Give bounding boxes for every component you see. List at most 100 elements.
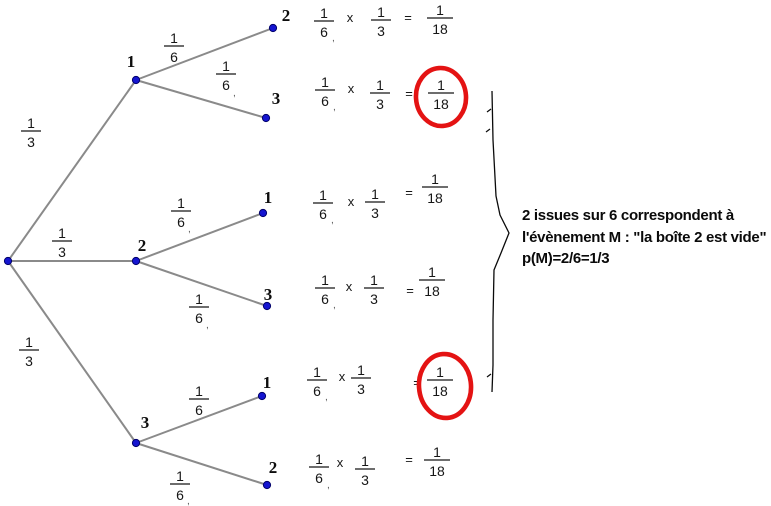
leaf-label: 1 bbox=[263, 373, 272, 392]
highlight-circle bbox=[413, 65, 469, 129]
fraction-denominator: 3 bbox=[376, 96, 384, 112]
branch-3-to-2 bbox=[135, 442, 268, 486]
stray-mark: , bbox=[333, 102, 336, 113]
result-numerator: 1 bbox=[436, 2, 444, 18]
leaf-label: 1 bbox=[264, 188, 273, 207]
fraction-denominator: 6 bbox=[170, 49, 178, 65]
result-denominator: 18 bbox=[432, 383, 448, 399]
annotation-line-2: l'évènement M : "la boîte 2 est vide" bbox=[522, 229, 766, 246]
result-numerator: 1 bbox=[436, 364, 444, 380]
brace-tick-mark bbox=[486, 373, 492, 378]
probability-fraction: 1 6 , bbox=[216, 58, 236, 99]
multiply-sign: x bbox=[348, 194, 355, 209]
fraction-numerator: 1 bbox=[27, 115, 35, 131]
node-3-dot bbox=[131, 438, 141, 448]
fraction-denominator: 6 bbox=[313, 383, 321, 399]
fraction-denominator: 3 bbox=[370, 291, 378, 307]
leaf-dot bbox=[262, 301, 272, 311]
leaf-dot bbox=[268, 23, 278, 33]
fraction-denominator: 6 bbox=[222, 77, 230, 93]
fraction-numerator: 1 bbox=[370, 272, 378, 288]
fraction-numerator: 1 bbox=[377, 4, 385, 20]
stray-mark: , bbox=[233, 88, 236, 99]
stray-mark: , bbox=[206, 320, 209, 331]
tree-branch-probabilities: 1 3 1 3 1 3 1 6 1 6 , 1 bbox=[19, 30, 236, 506]
equals-sign: = bbox=[406, 283, 414, 298]
fraction-numerator: 1 bbox=[357, 362, 365, 378]
node-2-dot bbox=[131, 256, 141, 266]
probability-fraction: 1 6 , bbox=[171, 195, 191, 235]
fraction-denominator: 3 bbox=[371, 205, 379, 221]
fraction-numerator: 1 bbox=[361, 453, 369, 469]
brace bbox=[485, 90, 510, 393]
fraction-numerator: 1 bbox=[195, 383, 203, 399]
result-numerator: 1 bbox=[428, 264, 436, 280]
branch-2-to-3 bbox=[135, 260, 268, 307]
multiply-sign: x bbox=[346, 279, 353, 294]
result-denominator: 18 bbox=[424, 283, 440, 299]
branch-3-to-1 bbox=[135, 395, 263, 444]
brace-curve bbox=[491, 90, 510, 393]
fraction-numerator: 1 bbox=[315, 451, 323, 467]
stray-mark: , bbox=[327, 480, 330, 491]
fraction-denominator: 3 bbox=[361, 472, 369, 488]
result-denominator: 18 bbox=[433, 96, 449, 112]
leaf-dot bbox=[258, 208, 268, 218]
calculation-rows: 1 6 , x 1 3 = 1 18 1 6 , x 1 3 = 1 18 bbox=[307, 2, 474, 491]
fraction-denominator: 3 bbox=[357, 381, 365, 397]
fraction-numerator: 1 bbox=[195, 291, 203, 307]
brace-tick-mark bbox=[486, 108, 492, 113]
fraction-numerator: 1 bbox=[25, 334, 33, 350]
fraction-numerator: 1 bbox=[321, 272, 329, 288]
leaf-label: 3 bbox=[272, 89, 281, 108]
fraction-numerator: 1 bbox=[376, 77, 384, 93]
fraction-denominator: 6 bbox=[320, 24, 328, 40]
probability-fraction: 1 6 bbox=[164, 30, 184, 65]
annotation-line-1: 2 issues sur 6 correspondent à bbox=[522, 207, 735, 224]
node-2-label: 2 bbox=[138, 236, 147, 255]
fraction-denominator: 6 bbox=[321, 291, 329, 307]
fraction-numerator: 1 bbox=[58, 225, 66, 241]
root-node-dot bbox=[3, 256, 13, 266]
fraction-numerator: 1 bbox=[170, 30, 178, 46]
fraction-numerator: 1 bbox=[321, 74, 329, 90]
probability-fraction: 1 6 , bbox=[189, 291, 209, 331]
calc-row-4: 1 6 , x 1 3 = 1 18 bbox=[315, 264, 445, 311]
leaf-dot bbox=[261, 113, 271, 123]
fraction-denominator: 3 bbox=[27, 134, 35, 150]
result-numerator: 1 bbox=[433, 444, 441, 460]
leaf-dot bbox=[262, 480, 272, 490]
branch-1-to-3 bbox=[135, 79, 267, 119]
fraction-numerator: 1 bbox=[176, 468, 184, 484]
fraction-denominator: 6 bbox=[177, 214, 185, 230]
tree-node-labels: 1 2 3 2 3 1 3 1 2 bbox=[127, 6, 291, 477]
stray-mark: , bbox=[325, 392, 328, 403]
node-1-dot bbox=[131, 75, 141, 85]
probability-fraction: 1 6 bbox=[189, 383, 209, 418]
fraction-numerator: 1 bbox=[319, 187, 327, 203]
fraction-denominator: 6 bbox=[195, 310, 203, 326]
fraction-numerator: 1 bbox=[313, 364, 321, 380]
leaf-label: 2 bbox=[269, 458, 278, 477]
fraction-denominator: 6 bbox=[315, 470, 323, 486]
stray-mark: , bbox=[332, 33, 335, 44]
brace-tick-mark bbox=[485, 128, 491, 133]
multiply-sign: x bbox=[348, 81, 355, 96]
leaf-label: 2 bbox=[282, 6, 291, 25]
equals-sign: = bbox=[405, 452, 413, 467]
probability-fraction: 1 3 bbox=[21, 115, 41, 150]
stray-mark: , bbox=[187, 496, 190, 506]
probability-fraction: 1 3 bbox=[19, 334, 39, 369]
result-numerator: 1 bbox=[431, 171, 439, 187]
leaf-dot bbox=[257, 391, 267, 401]
probability-fraction: 1 6 , bbox=[170, 468, 190, 506]
probability-fraction: 1 3 bbox=[52, 225, 72, 260]
calc-row-2: 1 6 , x 1 3 = 1 18 bbox=[315, 65, 469, 129]
multiply-sign: x bbox=[347, 10, 354, 25]
branch-1-to-2 bbox=[135, 27, 274, 81]
fraction-denominator: 6 bbox=[195, 402, 203, 418]
stray-mark: , bbox=[188, 224, 191, 235]
calc-row-6: 1 6 , x 1 3 = 1 18 bbox=[309, 444, 450, 491]
fraction-denominator: 3 bbox=[25, 353, 33, 369]
calc-row-5: 1 6 , x 1 3 = 1 18 bbox=[307, 351, 474, 421]
